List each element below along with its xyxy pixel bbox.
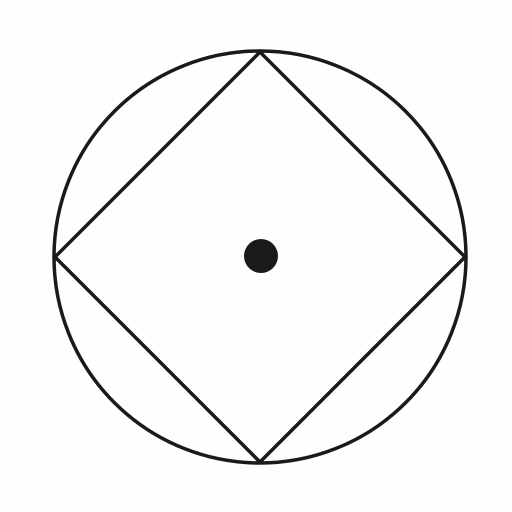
inscribed-square (52, 49, 468, 465)
center-dot (244, 239, 278, 273)
